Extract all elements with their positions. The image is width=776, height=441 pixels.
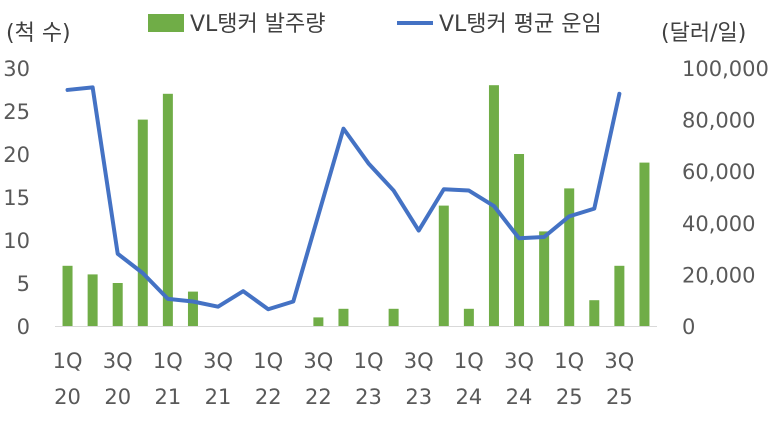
x-tick-quarter: 3Q: [203, 349, 233, 373]
x-tick-quarter: 1Q: [53, 349, 83, 373]
bar: [564, 188, 575, 326]
x-tick-year: 20: [54, 385, 81, 409]
x-tick-year: 23: [355, 385, 382, 409]
left-tick-label: 30: [3, 57, 30, 81]
left-tick-label: 10: [3, 229, 30, 253]
x-tick-quarter: 3Q: [404, 349, 434, 373]
left-tick-label: 5: [17, 272, 30, 296]
x-tick-year: 24: [506, 385, 533, 409]
legend-bar-swatch: [148, 14, 184, 32]
bar: [388, 308, 399, 326]
legend-line-label: VL탱커 평균 운임: [439, 12, 602, 37]
left-axis-unit-label: (척 수): [6, 21, 71, 46]
x-tick-quarter: 3Q: [604, 349, 634, 373]
x-tick-year: 24: [456, 385, 483, 409]
right-tick-label: 60,000: [682, 160, 755, 184]
bar: [187, 291, 198, 326]
legend-bar-label: VL탱커 발주량: [190, 12, 326, 37]
bar: [438, 205, 449, 326]
left-axis-ticks: 0 5 10 15 20 25 30: [3, 57, 30, 339]
legend: VL탱커 발주량 VL탱커 평균 운임: [148, 12, 602, 37]
left-tick-label: 15: [3, 186, 30, 210]
right-axis-ticks: 0 20,000 40,000 60,000 80,000 100,000: [682, 57, 769, 339]
x-tick-quarter: 1Q: [153, 349, 183, 373]
bar: [62, 265, 73, 326]
left-tick-label: 0: [17, 315, 30, 339]
x-tick-year: 20: [104, 385, 131, 409]
right-tick-label: 40,000: [682, 212, 755, 236]
bar: [162, 93, 173, 326]
bar: [338, 308, 349, 326]
x-tick-quarter: 1Q: [454, 349, 484, 373]
right-tick-label: 0: [682, 315, 695, 339]
right-axis-unit-label: (달러/일): [661, 21, 746, 46]
x-axis-ticks: 1Q 20 3Q 20 1Q 21 3Q 21 1Q 22 3Q 22 1Q 23 3Q 23 1Q 24 3Q 24…: [53, 349, 635, 409]
right-tick-label: 20,000: [682, 263, 755, 287]
bar: [112, 283, 123, 326]
x-tick-year: 25: [556, 385, 583, 409]
bar: [539, 231, 550, 326]
x-tick-year: 21: [205, 385, 232, 409]
x-tick-quarter: 3Q: [303, 349, 333, 373]
bar-series: [62, 85, 650, 326]
x-tick-quarter: 1Q: [554, 349, 584, 373]
x-tick-quarter: 3Q: [504, 349, 534, 373]
bar: [313, 317, 324, 326]
bar: [614, 265, 625, 326]
line-series: [65, 85, 622, 312]
x-tick-year: 21: [155, 385, 182, 409]
x-tick-year: 25: [606, 385, 633, 409]
bar: [87, 274, 98, 326]
left-tick-label: 20: [3, 143, 30, 167]
x-tick-year: 22: [255, 385, 282, 409]
right-tick-label: 100,000: [682, 57, 769, 81]
x-tick-quarter: 1Q: [253, 349, 283, 373]
bar: [463, 308, 474, 326]
bar: [639, 162, 650, 326]
x-tick-year: 22: [305, 385, 332, 409]
right-tick-label: 80,000: [682, 109, 755, 133]
x-tick-year: 23: [405, 385, 432, 409]
bar: [137, 119, 148, 326]
x-tick-quarter: 3Q: [103, 349, 133, 373]
bar: [589, 300, 600, 326]
x-tick-quarter: 1Q: [354, 349, 384, 373]
left-tick-label: 25: [3, 100, 30, 124]
freight-rate-line: [65, 85, 622, 312]
